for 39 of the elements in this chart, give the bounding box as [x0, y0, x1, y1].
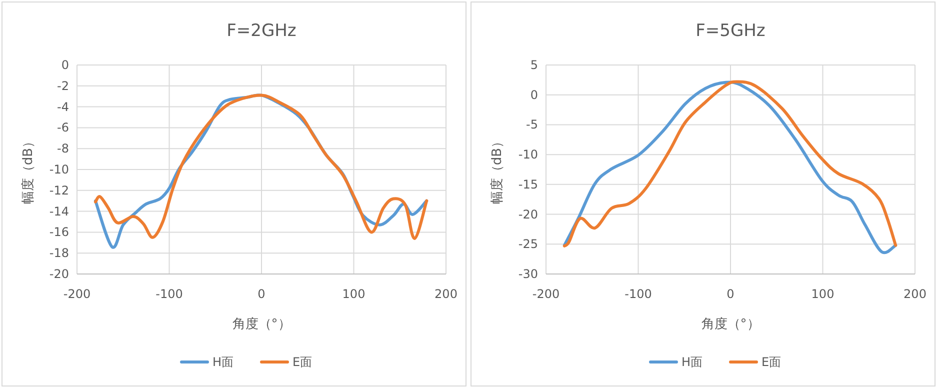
- x-tick-label: 200: [904, 287, 926, 301]
- y-tick-label: -16: [49, 225, 69, 240]
- x-axis-title: 角度（°）: [701, 316, 760, 332]
- y-axis-title: 幅度（dB）: [489, 134, 505, 204]
- y-tick-label: -18: [49, 246, 69, 260]
- y-tick-label: -8: [57, 142, 69, 156]
- y-tick-label: -4: [57, 100, 69, 114]
- y-tick-label: -14: [49, 204, 69, 218]
- x-axis-title: 角度（°）: [232, 316, 291, 332]
- chart-title: F=2GHz: [226, 21, 296, 41]
- y-tick-label: 0: [530, 88, 538, 102]
- y-tick-label: -15: [518, 177, 538, 192]
- x-tick-label: 100: [342, 287, 366, 301]
- legend-label: H面: [682, 355, 703, 369]
- x-tick-label: -100: [156, 287, 183, 301]
- x-tick-label: -200: [63, 287, 91, 301]
- y-tick-label: 5: [530, 58, 538, 72]
- y-tick-label: -30: [518, 267, 538, 281]
- x-tick-label: 200: [434, 287, 458, 301]
- y-tick-label: -10: [49, 162, 69, 176]
- y-tick-label: -6: [57, 120, 69, 135]
- x-tick-label: -200: [532, 287, 560, 301]
- legend-label: E面: [762, 355, 782, 369]
- x-tick-label: 100: [811, 287, 834, 301]
- y-tick-label: -20: [49, 267, 69, 281]
- y-tick-label: -5: [526, 118, 538, 132]
- legend-label: H面: [212, 355, 234, 369]
- y-tick-label: -25: [518, 237, 538, 252]
- x-tick-label: -100: [624, 287, 652, 301]
- y-axis-title: 幅度（dB）: [20, 134, 36, 204]
- y-tick-label: -20: [518, 207, 538, 222]
- x-tick-label: 0: [726, 287, 734, 301]
- legend-label: E面: [292, 355, 312, 369]
- y-tick-label: -2: [57, 78, 69, 93]
- y-tick-label: -10: [518, 148, 538, 162]
- x-tick-label: 0: [258, 287, 266, 301]
- y-tick-label: 0: [61, 58, 69, 72]
- chart-title: F=5GHz: [696, 21, 766, 41]
- y-tick-label: -12: [49, 183, 69, 198]
